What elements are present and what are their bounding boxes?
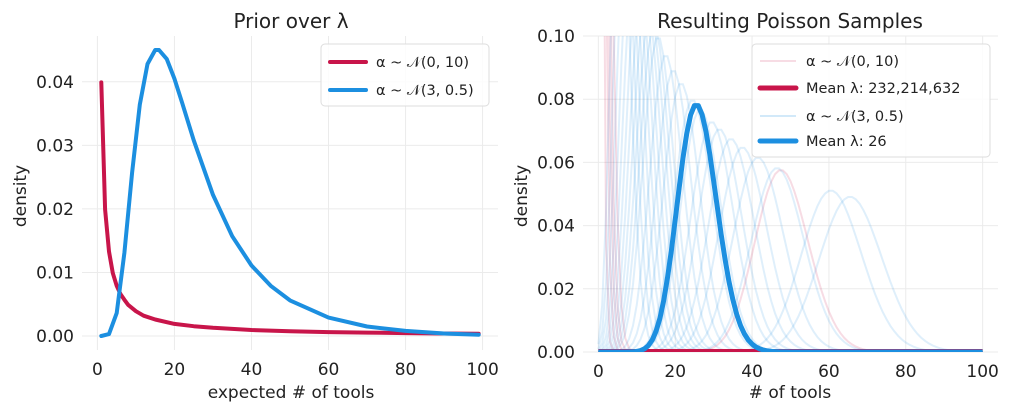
samples-sample-curve xyxy=(598,99,983,352)
samples-legend-label-3: Mean λ: 26 xyxy=(806,134,887,150)
samples-y-tick-label: 0.04 xyxy=(537,217,575,237)
samples-y-axis-label: density xyxy=(512,165,532,227)
samples-sample-curve xyxy=(597,36,983,352)
prior-series-line-0 xyxy=(99,80,481,336)
prior-x-tick-label: 60 xyxy=(318,360,340,380)
samples-sample-curve xyxy=(598,169,983,352)
samples-sample-curve xyxy=(597,36,983,352)
prior-x-tick-label: 20 xyxy=(164,360,186,380)
samples-legend-label-1: Mean λ: 232,214,632 xyxy=(806,81,960,97)
prior-lines xyxy=(99,48,481,338)
samples-sample-curve xyxy=(598,36,983,352)
prior-x-tick-label: 0 xyxy=(92,360,103,380)
prior-y-tick-label: 0.01 xyxy=(36,263,74,283)
samples-x-tick-label: 100 xyxy=(966,362,998,382)
samples-x-tick-label: 60 xyxy=(818,362,840,382)
samples-x-tick-label: 20 xyxy=(664,362,686,382)
prior-ticks: 0 20 40 60 80 100 0.00 0.01 0.02 0.03 0.04 xyxy=(36,73,499,380)
samples-sample-curve xyxy=(598,55,983,352)
samples-legend: α ~ 𝒩(0, 10) Mean λ: 232,214,632 α ~ 𝒩(3… xyxy=(751,43,991,158)
prior-legend-label-0: α ~ 𝒩(0, 10) xyxy=(376,55,469,71)
samples-sample-curve xyxy=(598,37,983,352)
prior-series-line-1 xyxy=(99,48,481,338)
prior-y-tick-label: 0.00 xyxy=(36,327,74,347)
prior-legend-label-1: α ~ 𝒩(3, 0.5) xyxy=(376,83,474,99)
prior-y-tick-label: 0.03 xyxy=(36,136,74,156)
samples-sample-curve xyxy=(598,36,983,352)
samples-sample-curve xyxy=(598,36,983,352)
samples-sample-curve xyxy=(598,70,983,352)
samples-sample-curve xyxy=(598,83,983,352)
prior-chart-title: Prior over λ xyxy=(233,9,348,33)
samples-x-tick-label: 80 xyxy=(895,362,917,382)
samples-sample-curve xyxy=(598,196,983,352)
samples-lines xyxy=(597,36,983,352)
samples-chart-title: Resulting Poisson Samples xyxy=(657,9,923,33)
prior-legend: α ~ 𝒩(0, 10) α ~ 𝒩(3, 0.5) xyxy=(320,43,490,107)
samples-panel: 0 20 40 60 80 100 0.00 0.02 0.04 0.06 0.08 0.10 Res… xyxy=(512,9,999,403)
samples-x-axis-label: # of tools xyxy=(749,383,832,403)
samples-y-tick-label: 0.06 xyxy=(537,153,575,173)
samples-y-tick-label: 0.08 xyxy=(537,90,575,110)
samples-y-tick-label: 0.10 xyxy=(537,27,575,47)
samples-y-tick-label: 0.00 xyxy=(537,343,575,363)
samples-sample-curve xyxy=(598,156,983,352)
samples-legend-label-2: α ~ 𝒩(3, 0.5) xyxy=(806,109,904,125)
samples-sample-curve xyxy=(598,189,983,352)
samples-sample-curve xyxy=(598,36,983,352)
samples-x-tick-label: 0 xyxy=(593,362,604,382)
prior-x-tick-label: 100 xyxy=(466,360,498,380)
samples-legend-label-0: α ~ 𝒩(0, 10) xyxy=(806,54,899,70)
samples-y-tick-label: 0.02 xyxy=(537,280,575,300)
prior-x-tick-label: 80 xyxy=(395,360,417,380)
prior-x-tick-label: 40 xyxy=(241,360,263,380)
samples-curves xyxy=(597,36,983,352)
samples-sample-curve xyxy=(598,36,983,352)
prior-y-tick-label: 0.02 xyxy=(36,200,74,220)
prior-x-axis-label: expected # of tools xyxy=(208,383,375,403)
prior-y-axis-label: density xyxy=(11,165,31,227)
samples-ticks: 0 20 40 60 80 100 0.00 0.02 0.04 0.06 0.08 0.10 xyxy=(537,27,999,382)
samples-sample-curve xyxy=(598,167,983,352)
samples-legend-frame xyxy=(751,43,991,158)
samples-mean-line-blue xyxy=(598,103,983,352)
prior-y-tick-label: 0.04 xyxy=(36,73,74,93)
prior-panel: 0 20 40 60 80 100 0.00 0.01 0.02 0.03 0.04 Prior o… xyxy=(11,9,499,403)
samples-x-tick-label: 40 xyxy=(741,362,763,382)
